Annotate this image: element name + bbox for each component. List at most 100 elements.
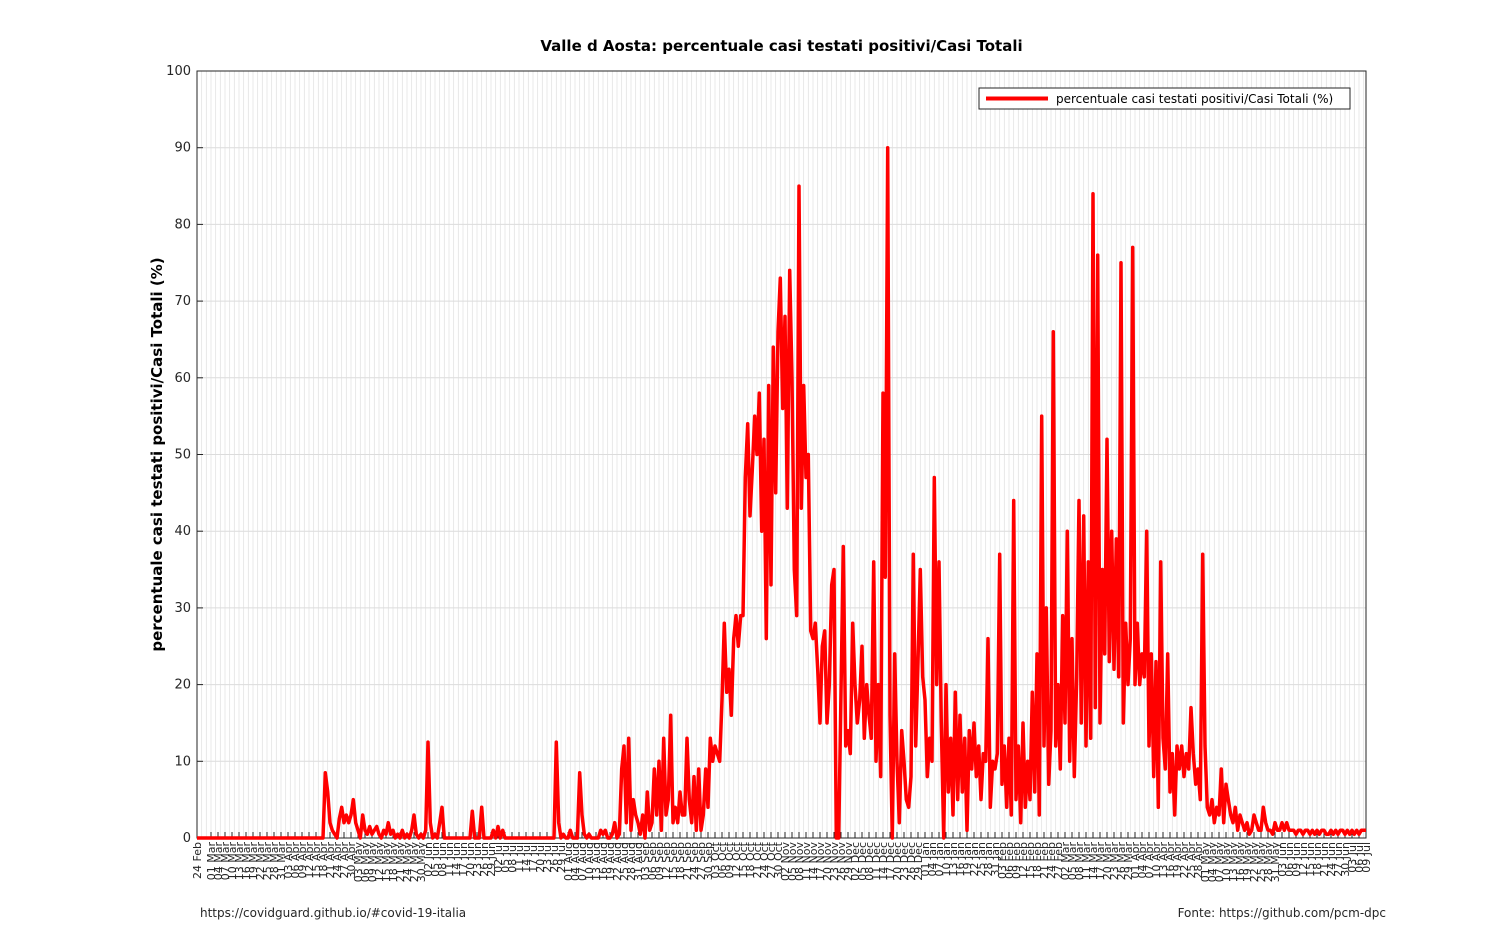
x-tick-label: 24 Oct	[758, 841, 771, 878]
x-tick-label: 16 May	[1234, 842, 1247, 883]
chart-title: Valle d Aosta: percentuale casi testati …	[540, 37, 1023, 55]
x-tick-label: 15 Oct	[737, 841, 750, 878]
x-tick-label: 02 Mar	[1059, 842, 1072, 881]
x-tick-label: 12 Oct	[730, 841, 743, 878]
x-tick-label: 19 Apr	[1171, 842, 1184, 879]
x-tick-label: 26 Jul	[548, 842, 561, 873]
x-tick-label: 13 May	[1227, 842, 1240, 883]
x-tick-label: 27 Oct	[765, 841, 778, 878]
x-tick-label: 06 Apr	[289, 842, 302, 879]
x-tick-label: 03 Oct	[709, 841, 722, 878]
x-tick-label: 06 Feb	[1003, 842, 1016, 879]
x-tick-label: 04 Aug	[569, 842, 582, 881]
x-tick-label: 03 Jun	[1276, 842, 1289, 877]
x-tick-label: 17 Jul	[527, 842, 540, 873]
x-tick-label: 23 Mar	[1108, 842, 1121, 881]
y-tick-label: 90	[174, 141, 191, 156]
x-tick-label: 26 Dec	[905, 842, 918, 881]
x-tick-label: 09 Feb	[1010, 842, 1023, 879]
x-tick-label: 08 Jul	[506, 842, 519, 873]
x-tick-label: 18 Oct	[744, 841, 757, 878]
x-tick-label: 06 Jul	[1353, 842, 1366, 873]
x-tick-label: 17 Mar	[1094, 842, 1107, 881]
x-tick-label: 06 May	[359, 842, 372, 883]
x-tick-label: 05 Dec	[856, 842, 869, 881]
x-tick-label: 05 Jun	[429, 842, 442, 877]
x-tick-label: 07 May	[1213, 842, 1226, 883]
x-tick-label: 04 Apr	[1136, 842, 1149, 879]
x-tick-label: 08 Jun	[436, 842, 449, 877]
source-url: https://covidguard.github.io/#covid-19-i…	[200, 906, 467, 920]
x-tick-label: 27 May	[408, 842, 421, 883]
x-tick-label: 11 Dec	[870, 842, 883, 881]
x-tick-label: 02 Dec	[849, 842, 862, 881]
y-tick-label: 20	[174, 678, 191, 693]
legend: percentuale casi testati positivi/Casi T…	[978, 87, 1351, 110]
x-tick-label: 21 Feb	[1038, 842, 1051, 879]
x-tick-label: 18 Apr	[317, 842, 330, 879]
x-tick-label: 20 Mar	[1101, 842, 1114, 881]
series-line	[197, 145, 1366, 840]
x-tick-label: 10 May	[1220, 842, 1233, 883]
x-tick-label: 28 Aug	[625, 842, 638, 881]
x-tick-label: 02 Jul	[492, 842, 505, 873]
x-tick-label: 28 Mar	[268, 842, 281, 881]
x-tick-label: 22 Apr	[1178, 842, 1191, 879]
y-tick-label: 10	[174, 754, 191, 769]
x-tick-label: 30 May	[415, 842, 428, 883]
x-tick-label: 21 Jun	[1318, 842, 1331, 877]
y-tick-label: 0	[183, 831, 191, 846]
x-tick-label: 15 May	[380, 842, 393, 883]
x-tick-label: 17 Nov	[814, 842, 827, 881]
x-tick-label: 02 Jun	[422, 842, 435, 877]
x-tick-label: 26 Nov	[835, 842, 848, 881]
x-tick-label: 29 Jul	[555, 842, 568, 873]
x-tick-label: 18 Jun	[1311, 842, 1324, 877]
x-tick-label: 07 Aug	[576, 842, 589, 881]
x-tick-label: 21 Sep	[681, 842, 694, 880]
x-tick-label: 01 Apr	[1129, 842, 1142, 879]
x-tick-label: 15 Jun	[1304, 842, 1317, 877]
x-tick-label: 27 Apr	[338, 842, 351, 879]
x-tick-label: 22 Mar	[254, 842, 267, 881]
x-tick-label: 03 May	[352, 842, 365, 883]
x-tick-label: 05 Nov	[786, 842, 799, 881]
x-tick-label: 30 Sep	[702, 842, 715, 880]
x-tick-label: 25 May	[1255, 842, 1268, 883]
y-tick-label: 30	[174, 601, 191, 616]
x-tick-label: 29 Nov	[842, 842, 855, 881]
x-tick-label: 27 Jun	[1332, 842, 1345, 877]
x-tick-label: 10 Aug	[583, 842, 596, 881]
x-tick-label: 01 May	[1199, 842, 1212, 883]
y-tick-label: 50	[174, 448, 191, 463]
x-tick-label: 01 Mar	[205, 842, 218, 881]
y-tick-label: 80	[174, 217, 191, 232]
x-tick-label: 25 Aug	[618, 842, 631, 881]
x-tick-label: 03 Apr	[282, 842, 295, 879]
x-tick-label: 06 Oct	[716, 841, 729, 878]
x-tick-label: 24 Apr	[331, 842, 344, 879]
x-tick-label: 03 Jul	[1346, 842, 1359, 873]
x-tick-label: 26 Mar	[1115, 842, 1128, 881]
x-tick-label: 24 Sep	[688, 842, 701, 880]
x-tick-label: 22 Jan	[968, 842, 981, 876]
x-tick-label: 10 Apr	[1150, 842, 1163, 879]
x-tick-label: 26 Jun	[478, 842, 491, 877]
x-tick-label: 25 Apr	[1185, 842, 1198, 879]
x-tick-label: 14 Nov	[807, 842, 820, 881]
x-tick-label: 21 Apr	[324, 842, 337, 879]
x-tick-label: 12 Feb	[1017, 842, 1030, 879]
x-tick-label: 22 Aug	[611, 842, 624, 881]
x-tick-label: 16 Apr	[1164, 842, 1177, 879]
x-tick-label: 23 Jul	[541, 842, 554, 873]
x-tick-label: 27 Feb	[1052, 842, 1065, 879]
x-tick-label: 20 Jun	[464, 842, 477, 877]
x-tick-label: 14 Jul	[520, 842, 533, 873]
x-tick-label: 14 Jun	[450, 842, 463, 877]
y-tick-label: 40	[174, 524, 191, 539]
x-tick-label: 16 Aug	[597, 842, 610, 881]
x-tick-label: 24 Jun	[1325, 842, 1338, 877]
x-tick-label: 21 May	[394, 842, 407, 883]
x-tick-label: 21 Oct	[751, 841, 764, 878]
x-tick-label: 22 May	[1248, 842, 1261, 883]
